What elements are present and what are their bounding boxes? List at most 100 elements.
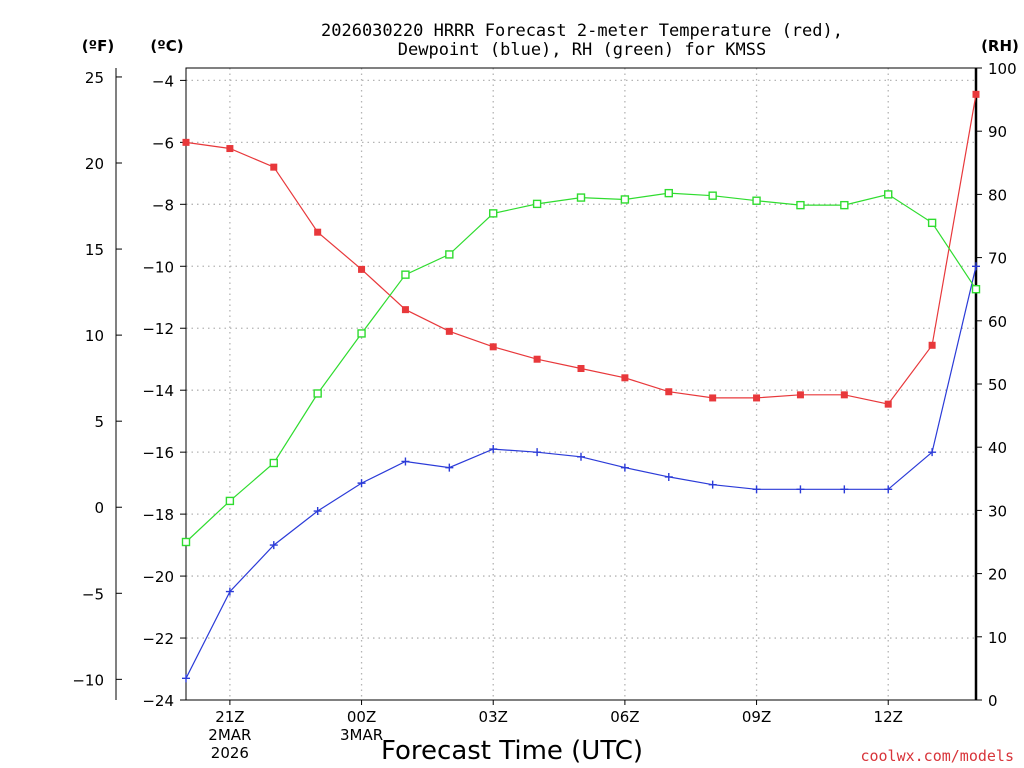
rh-tick-label: 0 [988,692,998,710]
fahrenheit-tick-label: 25 [85,69,104,87]
rh-tick-label: 80 [988,186,1007,204]
fahrenheit-tick-label: 0 [94,499,104,517]
dewpoint-point [577,452,585,461]
rh-series [181,188,981,547]
dewpoint-point [489,445,498,454]
temperature-point [840,391,848,399]
x-tick-date-label: 2026 [211,744,249,762]
rh-point [445,250,454,259]
chart-title-line1: 2026030220 HRRR Forecast 2-meter Tempera… [321,21,843,41]
x-axis-label: Forecast Time (UTC) [381,736,643,766]
dewpoint-point [313,507,322,516]
dewpoint-point [620,463,629,472]
temperature-series [182,90,980,408]
rh-axis-unit: (RH) [981,37,1019,55]
temperature-point [314,228,322,236]
dewpoint-point [664,472,673,481]
celsius-tick-label: −10 [142,258,174,276]
rh-tick-label: 30 [988,502,1007,520]
rh-point [357,329,366,338]
celsius-tick-label: −20 [142,568,174,586]
celsius-tick-label: −6 [152,134,174,152]
dewpoint-point [269,541,278,550]
rh-point [401,270,410,279]
rh-point [489,209,498,218]
celsius-tick-label: −4 [152,72,174,90]
rh-point [269,458,278,468]
gridlines [186,68,976,700]
fahrenheit-axis-unit: (ºF) [82,37,114,55]
temperature-point [709,394,717,402]
rh-point [927,218,937,228]
x-tick-date-label: 3MAR [340,726,383,744]
celsius-tick-label: −24 [142,692,174,710]
dewpoint-point [401,457,410,466]
temperature-point [665,388,673,396]
dewpoint-point [928,448,937,457]
dewpoint-point [796,485,805,494]
temperature-point [401,306,409,314]
dewpoint-point [182,674,190,683]
rh-tick-label: 20 [988,566,1007,584]
rh-point [576,193,586,202]
celsius-axis-unit: (ºC) [150,37,183,55]
temperature-point [226,145,234,153]
dewpoint-point [357,479,366,488]
celsius-tick-label: −22 [142,630,174,648]
rh-tick-label: 60 [988,313,1007,331]
rh-point [225,496,235,506]
x-tick-label: 21Z [215,708,244,726]
temperature-point [533,355,541,363]
rh-tick-label: 50 [988,376,1007,394]
fahrenheit-tick-label: −5 [82,585,104,603]
rh-tick-label: 70 [988,250,1007,268]
axes: −24 −22 −20 −18 −16 −14 −12 −10 −8 −6 −4 −10 −5 0 5 10 1… [72,60,1016,710]
x-tick-label: 06Z [610,708,639,726]
temperature-point [621,374,629,382]
dewpoint-series [182,262,980,683]
rh-point [971,285,981,294]
temperature-point [577,365,585,373]
dewpoint-point [533,448,542,457]
dewpoint-point [972,262,980,271]
rh-point [708,191,717,200]
rh-tick-label: 40 [988,439,1007,457]
temperature-point [796,391,804,399]
temperature-point [884,400,892,408]
celsius-tick-label: −18 [142,506,174,524]
fahrenheit-tick-label: 5 [94,413,104,431]
temperature-point [489,343,497,351]
temperature-point [445,327,453,335]
plot-frame [185,67,977,701]
rh-point [840,200,849,210]
chart-title-line2: Dewpoint (blue), RH (green) for KMSS [398,40,766,60]
rh-point [752,196,761,205]
temperature-point [928,341,936,349]
dewpoint-point [445,463,454,472]
fahrenheit-tick-label: 15 [85,241,104,259]
x-tick-date-label: 2MAR [208,726,251,744]
dewpoint-point [884,485,893,494]
temperature-line [185,94,977,405]
temperature-point [270,163,278,171]
rh-point [884,190,893,199]
rh-tick-label: 100 [988,60,1017,78]
rh-point [796,200,805,210]
dewpoint-point [752,485,761,494]
rh-point [664,188,673,198]
x-tick-label: 12Z [874,708,903,726]
rh-point [181,537,191,547]
rh-point [313,389,322,398]
x-tick-label: 00Z [347,708,376,726]
temperature-point [972,90,980,98]
fahrenheit-tick-label: 10 [85,327,104,345]
temperature-point [358,265,366,273]
celsius-tick-label: −16 [142,444,174,462]
dewpoint-point [708,480,717,489]
rh-point [620,195,630,204]
rh-tick-label: 10 [988,629,1007,647]
celsius-tick-label: −12 [142,320,174,338]
rh-point [532,199,542,209]
